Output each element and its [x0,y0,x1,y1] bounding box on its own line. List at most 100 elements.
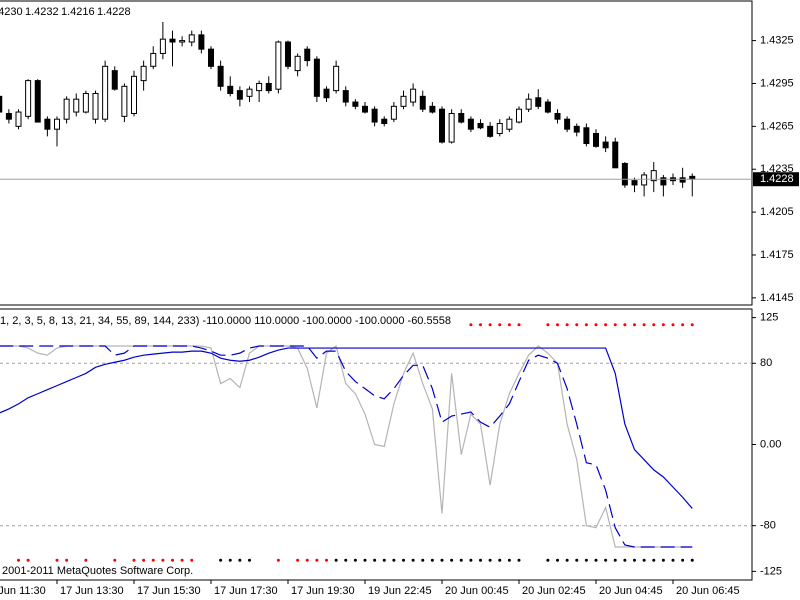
y-tick-label: 0.00 [760,438,781,450]
candle-body [477,122,484,129]
candle-body [44,118,51,130]
ohlc-value: 1.4230 [0,6,23,18]
candle-body [159,38,166,54]
candle-body [102,65,109,120]
signal-dot [498,558,502,562]
candle-body [400,95,407,107]
price-panel [0,0,753,306]
candle-body [602,141,609,149]
signal-dot [315,558,319,562]
signal-dot [190,558,194,562]
signal-dot [604,558,608,562]
signal-dot [440,558,444,562]
signal-dot [469,323,473,327]
signal-dot [373,558,377,562]
candle-body [362,105,368,113]
signal-dot [459,558,463,562]
signal-dot [180,558,184,562]
signal-dot [584,558,588,562]
signal-dot [642,558,646,562]
y-tick-label: 125 [760,312,778,324]
candle-body [150,52,157,67]
candle-body [544,101,551,113]
candle-body [496,122,503,134]
signal-dot [132,558,136,562]
candle-body [256,82,263,92]
candle-body [92,92,99,120]
candle-body [410,88,417,103]
candle-body [660,177,667,186]
signal-dot [151,558,155,562]
signal-dot [633,558,636,562]
signal-dot [363,558,367,562]
signal-dot [507,558,511,562]
candle-body [313,58,320,97]
signal-dot [402,558,405,562]
signal-dot [661,558,665,562]
indicator-title: 1, 2, 3, 5, 8, 13, 21, 34, 55, 89, 144, … [0,315,451,327]
signal-dot [65,558,69,562]
candle-body [304,48,311,62]
signal-dot [642,323,646,327]
signal-dot [479,558,482,562]
signal-dot [556,558,559,562]
candle-body [294,55,301,72]
y-tick-label: 1.4205 [760,206,794,218]
signal-dot [565,323,569,327]
signal-dot [613,558,617,562]
signal-dot [546,558,550,562]
candle-body [535,97,542,107]
candle-body [188,34,195,43]
signal-dot [479,323,482,327]
candle-body [208,48,214,67]
indicator-line [0,345,693,548]
candle-body [352,101,359,107]
signal-dot [604,323,608,327]
signal-dot [421,558,425,562]
x-tick-label: 19 Jun 22:45 [368,585,432,597]
candle-body [429,105,436,113]
signal-dot [219,558,223,562]
signal-dot [55,558,59,562]
signal-dot [84,558,88,562]
x-tick-label: 20 Jun 04:45 [599,585,663,597]
signal-dot [690,558,694,562]
candle-body [679,177,686,183]
candle-body [217,65,224,87]
y-tick-label: 1.4145 [760,292,794,304]
last-price-label: 1.4228 [760,173,794,185]
candle-body [419,95,426,110]
candle-body [583,127,590,144]
signal-dot [382,558,386,562]
signal-dot [488,323,492,327]
indicator-line [0,345,693,548]
candle-body [275,41,282,90]
candle-body [15,111,22,127]
x-tick-label: 17 Jun 11:30 [0,585,46,597]
signal-dot [353,558,357,562]
indicator-line [0,347,693,509]
ohlc-value: 1.4232 [25,6,59,18]
candle-body [73,98,80,113]
y-tick-label: 80 [760,357,772,369]
candle-body [25,80,32,117]
candle-body [525,98,532,110]
candle-body [333,65,340,92]
candle-body [111,70,118,90]
candle-body [612,141,619,169]
signal-dot [671,558,675,562]
signal-dot [594,323,598,327]
candle-body [227,85,234,94]
signal-dot [623,323,627,327]
candle-body [131,75,137,114]
last-price-box [753,172,799,187]
candle-body [169,38,176,43]
candle-body [342,90,349,103]
candle-body [323,88,330,99]
signal-dot [488,558,492,562]
signal-dot [392,558,396,562]
signal-dot [305,558,309,562]
x-tick-label: 20 Jun 06:45 [676,585,740,597]
candle-body [467,118,474,130]
